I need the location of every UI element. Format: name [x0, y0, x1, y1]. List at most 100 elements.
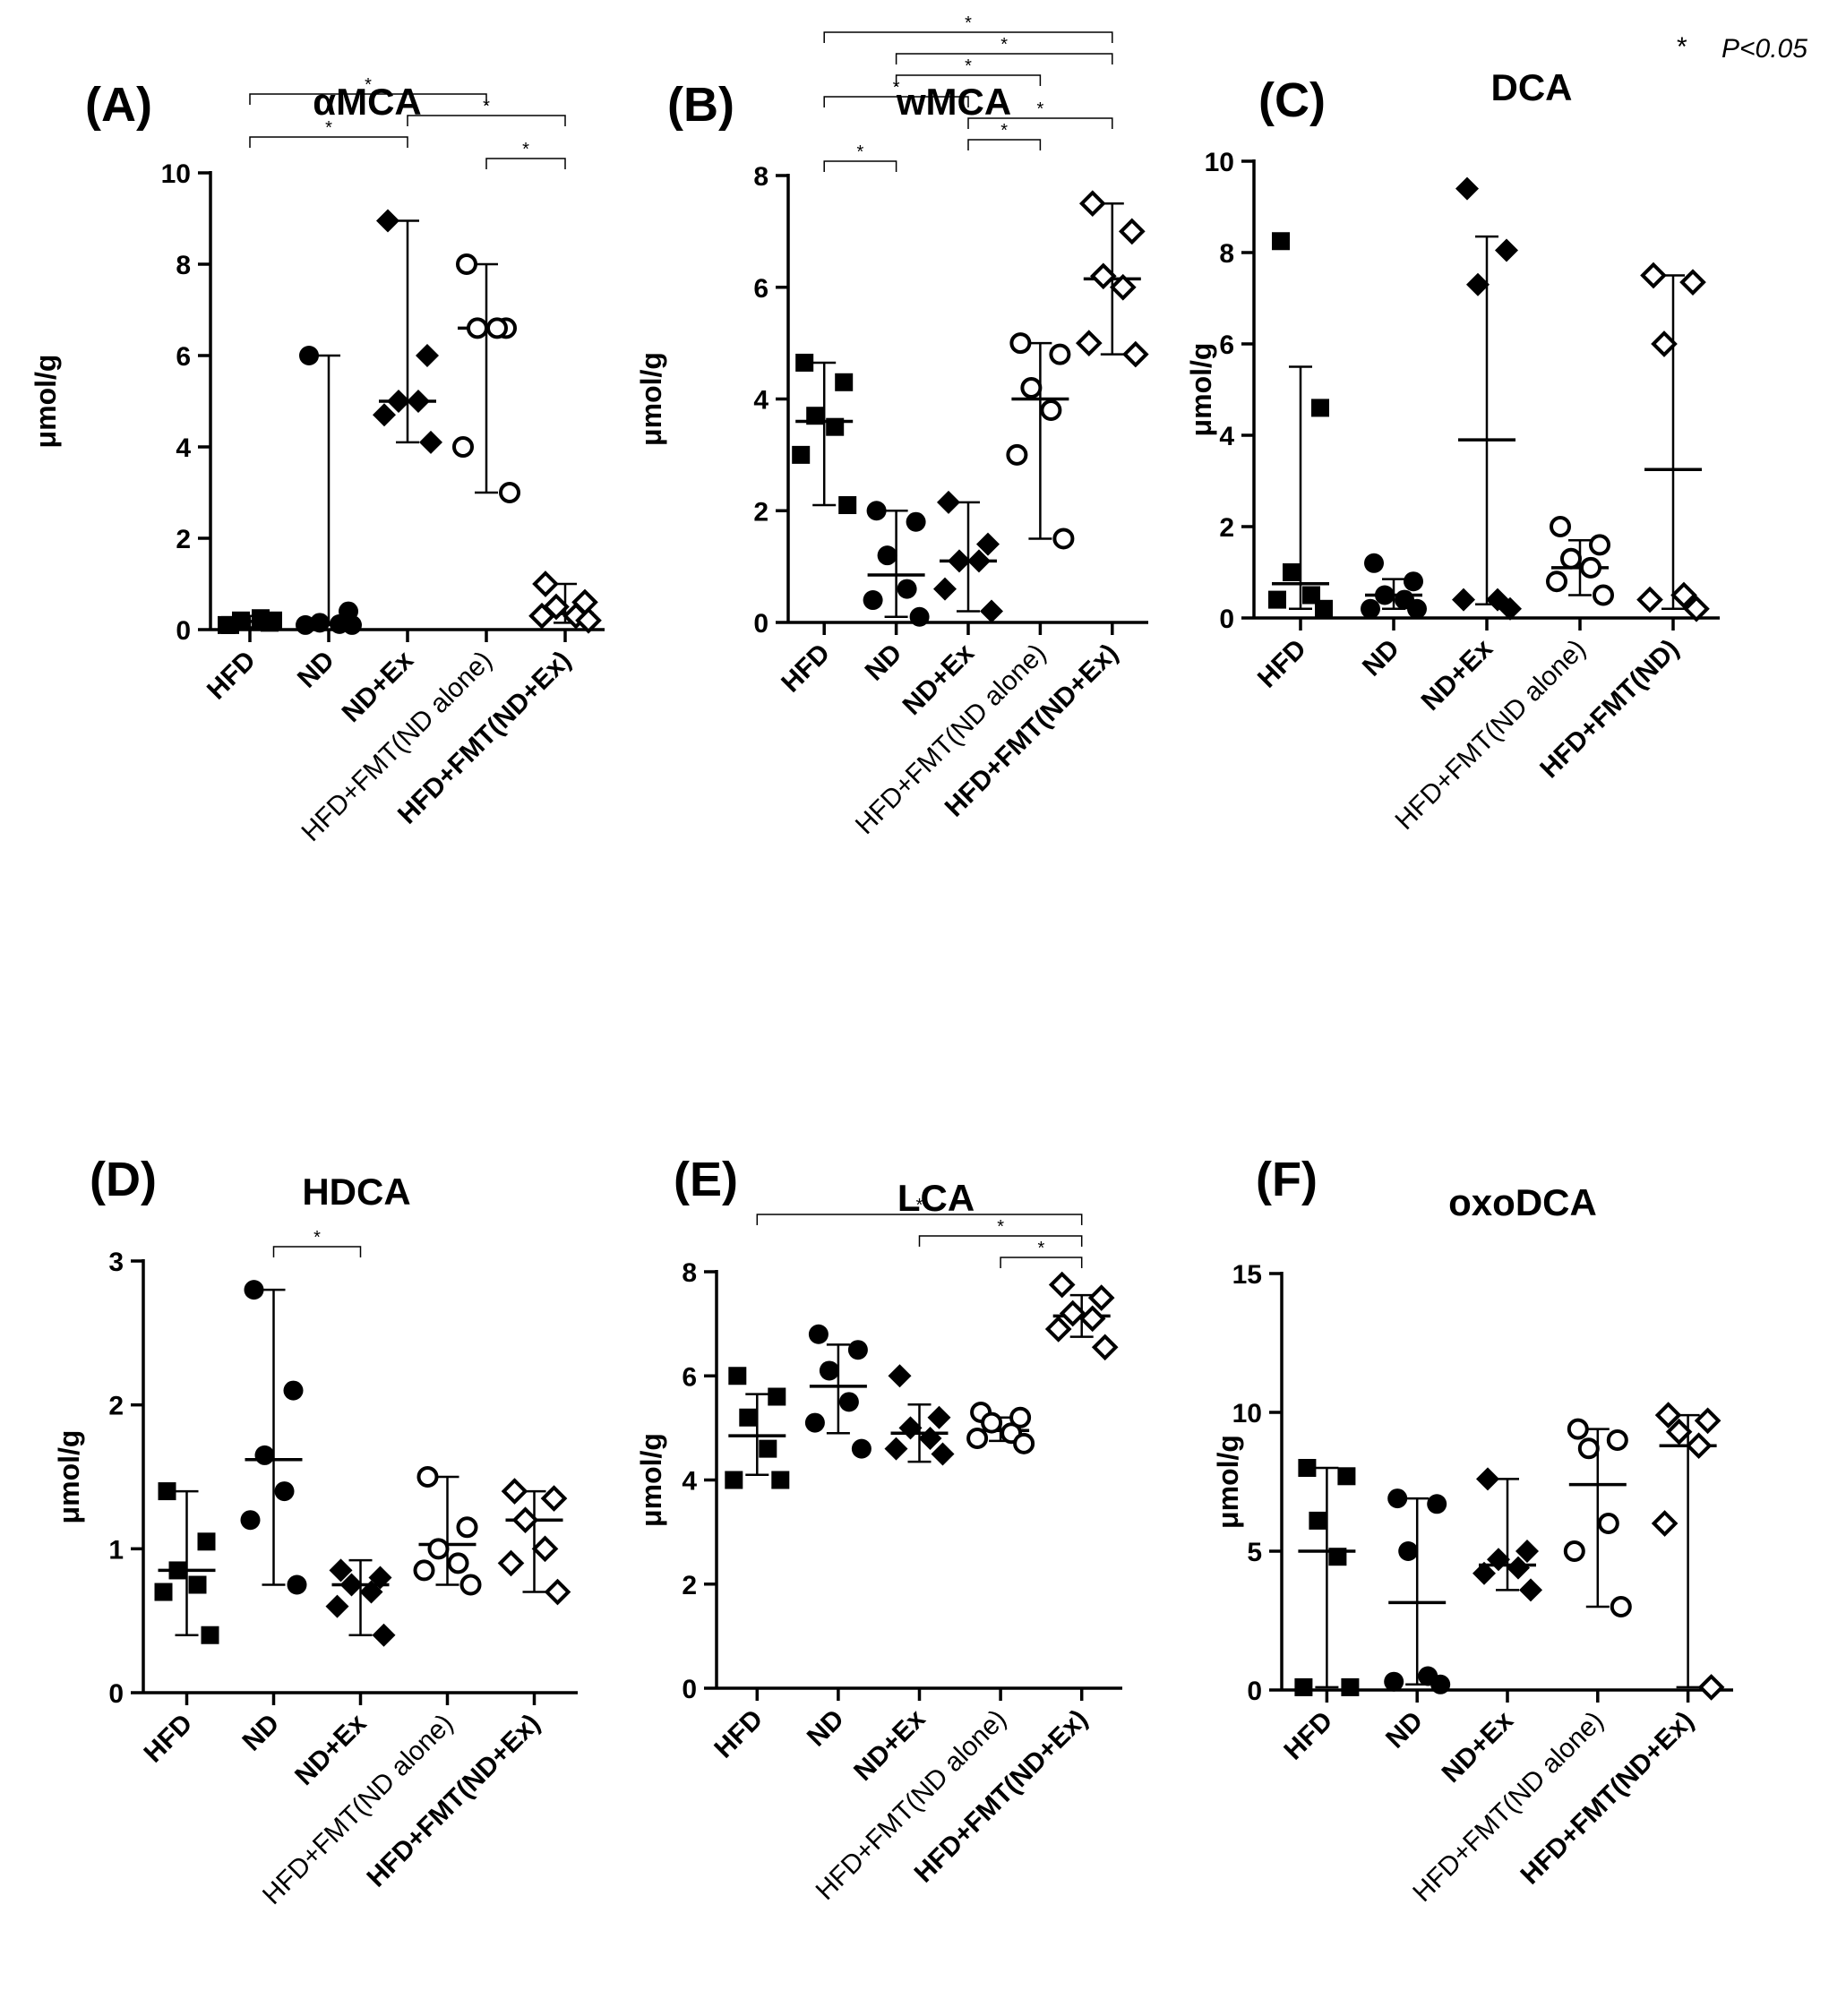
- square-point: [232, 611, 250, 630]
- circle-point: [1361, 598, 1380, 619]
- significance-bracket: *: [823, 13, 1113, 43]
- square-point: [158, 1482, 176, 1501]
- open-circle-point: [456, 253, 477, 275]
- circle-point: [1398, 1541, 1419, 1561]
- series-2: [296, 346, 362, 635]
- open-diamond-point: [511, 1506, 539, 1534]
- category-label: HFD: [1252, 634, 1312, 694]
- diamond-point: [416, 344, 439, 367]
- square-point: [795, 353, 814, 372]
- series-5: [528, 570, 602, 634]
- circle-point: [819, 1360, 839, 1381]
- circle-point: [1430, 1674, 1451, 1694]
- open-circle-point: [1597, 1513, 1619, 1534]
- open-diamond-point: [1697, 1674, 1725, 1701]
- diamond-point: [980, 599, 1003, 623]
- open-diamond-point: [1654, 1402, 1682, 1428]
- category-label: HFD+FMT(ND+Ex): [361, 1709, 545, 1893]
- diamond-point: [1487, 1548, 1510, 1572]
- diamond-point: [933, 577, 957, 601]
- open-circle-point: [1563, 1540, 1585, 1562]
- bracket-star: *: [1038, 1239, 1045, 1258]
- circle-point: [847, 1340, 868, 1360]
- panel-title: oxoDCA: [1448, 1181, 1597, 1223]
- diamond-point: [948, 549, 971, 573]
- y-tick-label: 0: [1247, 1677, 1262, 1706]
- square-point: [725, 1471, 743, 1489]
- open-circle-point: [1546, 570, 1567, 593]
- circle-point: [1375, 585, 1395, 605]
- circle-point: [877, 545, 897, 566]
- diamond-point: [359, 1580, 383, 1604]
- bracket-line: [895, 74, 1042, 86]
- significance-bracket: *: [1000, 1239, 1083, 1268]
- circle-point: [808, 1324, 829, 1344]
- panel-letter: (E): [674, 1153, 738, 1206]
- circle-point: [863, 590, 883, 611]
- y-axis-label: μmol/g: [635, 352, 667, 446]
- series-4: [413, 1466, 482, 1596]
- y-tick-label: 0: [176, 616, 191, 646]
- bracket-star: *: [325, 118, 332, 138]
- category-label: HFD+FMT(ND+Ex): [1515, 1706, 1700, 1891]
- bracket-line: [485, 158, 566, 169]
- open-diamond-point: [1089, 262, 1117, 290]
- diamond-point: [1515, 1540, 1539, 1563]
- series-5: [497, 1478, 571, 1606]
- bracket-line: [823, 96, 969, 107]
- bracket-star: *: [965, 56, 972, 76]
- diamond-point: [1507, 1556, 1530, 1580]
- y-tick-label: 4: [176, 433, 191, 463]
- square-point: [218, 615, 236, 634]
- y-tick-label: 2: [176, 525, 191, 554]
- square-point: [1328, 1548, 1347, 1566]
- diamond-point: [888, 1364, 912, 1388]
- square-point: [826, 417, 845, 436]
- circle-point: [866, 501, 887, 521]
- open-diamond-point: [1091, 1334, 1119, 1361]
- open-diamond-point: [1665, 1418, 1693, 1446]
- open-circle-point: [981, 1411, 1003, 1434]
- series-1: [154, 1482, 219, 1644]
- open-diamond-point: [497, 1549, 525, 1577]
- open-diamond-point: [1636, 586, 1663, 613]
- open-circle-point: [447, 1552, 469, 1574]
- category-label: ND: [802, 1704, 850, 1753]
- series-3: [1452, 176, 1522, 621]
- y-tick-label: 4: [753, 386, 768, 416]
- open-circle-point: [416, 1466, 439, 1488]
- y-tick-label: 0: [682, 1675, 697, 1704]
- category-label: ND: [236, 1709, 285, 1757]
- bracket-line: [967, 117, 1113, 129]
- open-diamond-point: [1075, 330, 1103, 356]
- diamond-point: [976, 532, 1000, 556]
- significance-bracket: *: [823, 78, 969, 107]
- bracket-line: [918, 1235, 1083, 1247]
- y-axis-label: μmol/g: [1185, 343, 1217, 437]
- bracket-star: *: [1000, 121, 1008, 141]
- bracket-line: [967, 139, 1042, 150]
- bracket-line: [895, 53, 1113, 64]
- open-circle-point: [1049, 343, 1071, 365]
- square-point: [768, 1387, 786, 1406]
- panel-letter: (C): [1258, 73, 1326, 127]
- circle-point: [283, 1380, 304, 1401]
- open-diamond-point: [1679, 269, 1706, 296]
- diamond-point: [419, 430, 442, 454]
- circle-point: [897, 579, 917, 599]
- diamond-point: [1455, 176, 1479, 201]
- y-tick-label: 10: [161, 159, 191, 189]
- open-diamond-point: [501, 1478, 528, 1505]
- series-2: [1384, 1488, 1451, 1694]
- y-tick-label: 6: [1219, 330, 1234, 360]
- panel-letter: (B): [667, 78, 734, 132]
- square-point: [264, 611, 282, 630]
- series-2: [1361, 553, 1427, 619]
- open-circle-point: [1610, 1596, 1632, 1617]
- y-tick-label: 8: [682, 1258, 697, 1288]
- circle-point: [1384, 1671, 1404, 1692]
- open-diamond-point: [1059, 1300, 1086, 1327]
- square-point: [771, 1471, 790, 1489]
- y-tick-label: 10: [1232, 1399, 1262, 1428]
- diamond-point: [927, 1405, 951, 1429]
